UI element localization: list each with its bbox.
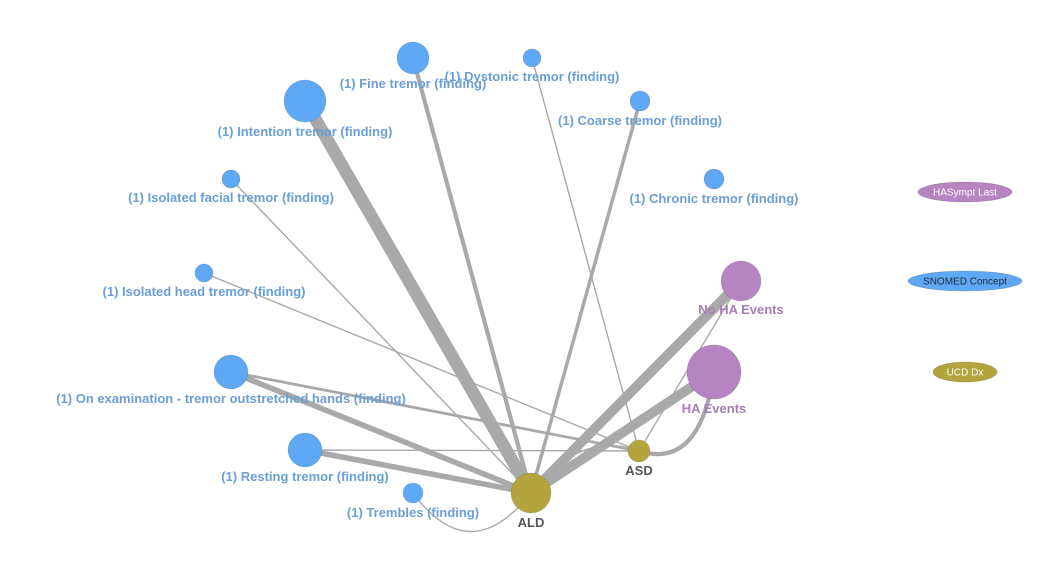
edge-intention-ald xyxy=(299,97,537,497)
edge-head-asd xyxy=(203,272,640,452)
node-label-resting: (1) Resting tremor (finding) xyxy=(221,469,389,484)
node-coarse[interactable] xyxy=(629,90,651,112)
node-label-facial: (1) Isolated facial tremor (finding) xyxy=(128,190,334,205)
node-label-coarse: (1) Coarse tremor (finding) xyxy=(558,113,722,128)
node-facial[interactable] xyxy=(221,169,241,189)
node-dystonic[interactable] xyxy=(522,48,542,68)
edge-resting-ald xyxy=(304,447,532,496)
legend-label-snomed: SNOMED Concept xyxy=(923,277,1007,288)
edge-ald-ha xyxy=(528,367,717,498)
legend-label-ucd: UCD Dx xyxy=(947,368,984,379)
node-trembles[interactable] xyxy=(402,482,424,504)
node-label-fine: (1) Fine tremor (finding) xyxy=(340,76,487,91)
edge-dystonic-asd xyxy=(531,57,640,452)
node-label-ald: ALD xyxy=(518,515,545,530)
node-intention[interactable] xyxy=(283,79,327,123)
edge-coarse-ald xyxy=(529,100,642,494)
node-label-noha: No HA Events xyxy=(698,302,783,317)
legend-swatch-snomed xyxy=(907,270,1023,292)
node-label-chronic: (1) Chronic tremor (finding) xyxy=(630,191,799,206)
node-label-asd: ASD xyxy=(625,463,652,478)
node-outstretched[interactable] xyxy=(213,354,249,390)
legend-swatch-ucd xyxy=(932,361,998,383)
edge-fine-ald xyxy=(410,57,534,494)
node-ald[interactable] xyxy=(510,472,552,514)
legend-label-ha: HASympt Last xyxy=(933,188,997,199)
edge-outstretched-ald xyxy=(229,369,533,496)
legend: HASympt Last SNOMED Concept UCD Dx xyxy=(907,181,1023,383)
node-head[interactable] xyxy=(194,263,214,283)
node-ha[interactable] xyxy=(686,344,742,400)
node-label-dystonic: (1) Dystonic tremor (finding) xyxy=(445,69,620,84)
node-noha[interactable] xyxy=(720,260,762,302)
node-labels: (1) Fine tremor (finding)(1) Dystonic tr… xyxy=(56,69,798,530)
node-resting[interactable] xyxy=(287,432,323,468)
node-fine[interactable] xyxy=(396,41,430,75)
node-label-intention: (1) Intention tremor (finding) xyxy=(218,124,393,139)
nodes xyxy=(194,41,762,514)
node-label-outstretched: (1) On examination - tremor outstretched… xyxy=(56,391,406,406)
node-asd[interactable] xyxy=(627,439,651,463)
edge-facial-ald xyxy=(230,178,532,494)
node-label-trembles: (1) Trembles (finding) xyxy=(347,505,479,520)
edge-ald-noha xyxy=(527,277,745,497)
legend-swatch-ha xyxy=(917,181,1013,203)
node-chronic[interactable] xyxy=(703,168,725,190)
node-label-ha: HA Events xyxy=(682,401,747,416)
edge-outstretched-asd xyxy=(230,370,640,453)
edge-trembles-ald xyxy=(412,492,532,532)
node-label-head: (1) Isolated head tremor (finding) xyxy=(103,284,306,299)
